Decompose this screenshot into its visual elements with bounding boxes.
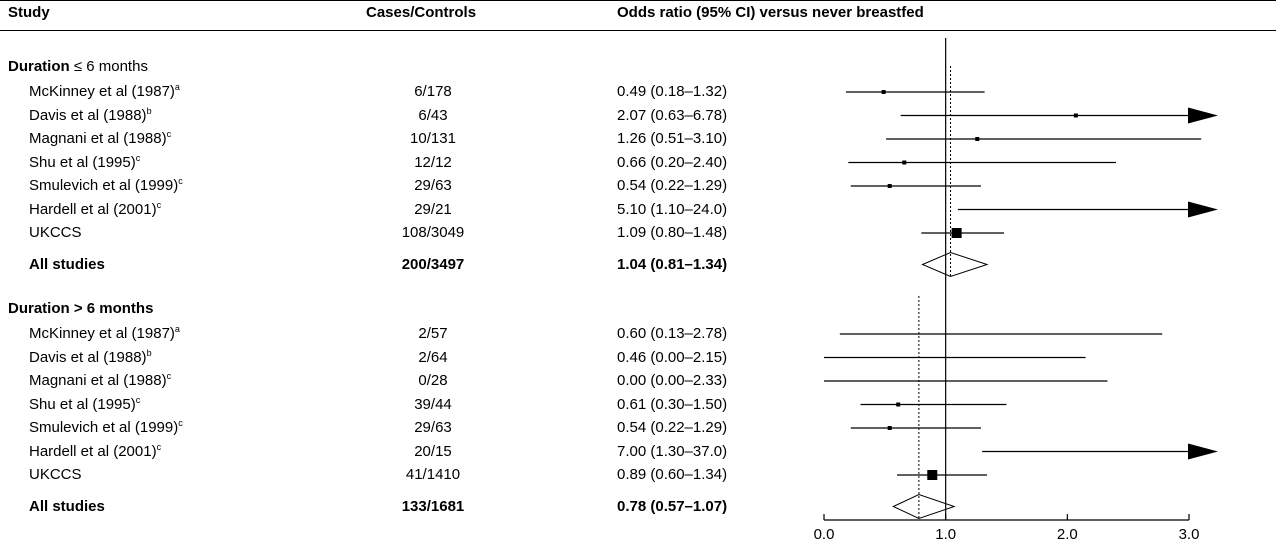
study-name: Smulevich et al (1999)c xyxy=(29,176,183,195)
group-label-text: Duration xyxy=(8,58,70,75)
x-tick-label: 0.0 xyxy=(814,526,835,543)
group-label: Duration > 6 months xyxy=(8,300,153,318)
cases-controls: 6/178 xyxy=(414,83,452,100)
study-name: Smulevich et al (1999)c xyxy=(29,418,183,437)
cases-controls: 10/131 xyxy=(410,130,456,147)
x-tick-label: 2.0 xyxy=(1057,526,1078,543)
study-footnote: a xyxy=(174,324,180,334)
point-estimate xyxy=(927,470,938,480)
summary-diamond xyxy=(892,493,956,520)
study-name: Davis et al (1988)b xyxy=(29,347,152,366)
study-name: Shu et al (1995)c xyxy=(29,394,141,413)
odds-ratio-ci: 5.10 (1.10–24.0) xyxy=(617,200,728,218)
study-name: Hardell et al (2001)c xyxy=(29,441,162,460)
odds-ratio-ci: 0.46 (0.00–2.15) xyxy=(617,348,728,366)
summary-odds-ratio-ci: 1.04 (0.81–1.34) xyxy=(617,255,728,273)
header-rule xyxy=(0,30,1276,31)
study-name: Shu et al (1995)c xyxy=(29,152,141,171)
summary-cases-controls: 200/3497 xyxy=(401,255,465,273)
summary-cases-controls: 133/1681 xyxy=(401,497,465,515)
group-label-range: ≤ 6 months xyxy=(73,58,148,75)
study-footnote: c xyxy=(166,129,172,139)
cases-controls: 6/43 xyxy=(418,106,448,124)
odds-ratio-ci: 0.54 (0.22–1.29) xyxy=(617,419,728,436)
cases-controls: 2/64 xyxy=(418,348,448,366)
group-label: Duration ≤ 6 months xyxy=(8,58,148,76)
study-name: Magnani et al (1988)c xyxy=(29,129,172,148)
cases-controls: 41/1410 xyxy=(405,466,461,483)
study-footnote: c xyxy=(135,394,141,405)
odds-ratio-ci: 7.00 (1.30–37.0) xyxy=(617,442,728,460)
point-estimate xyxy=(975,137,980,141)
cases-controls: 2/57 xyxy=(418,325,448,342)
point-estimate xyxy=(887,184,892,188)
header-odds-ratio: Odds ratio (95% CI) versus never breastf… xyxy=(617,4,924,21)
odds-ratio-ci: 0.54 (0.22–1.29) xyxy=(617,177,728,194)
study-name: McKinney et al (1987)a xyxy=(29,82,180,101)
cases-controls: 29/63 xyxy=(414,177,452,194)
summary-label: All studies xyxy=(29,497,105,515)
odds-ratio-ci: 1.09 (0.80–1.48) xyxy=(617,224,728,241)
study-footnote: c xyxy=(135,152,141,163)
odds-ratio-ci: 0.49 (0.18–1.32) xyxy=(617,83,728,100)
cases-controls: 20/15 xyxy=(414,442,452,460)
x-tick-label: 1.0 xyxy=(935,526,956,543)
point-estimate xyxy=(951,228,962,238)
study-footnote: c xyxy=(156,199,162,210)
cases-controls: 108/3049 xyxy=(401,224,465,241)
study-name: Magnani et al (1988)c xyxy=(29,371,172,390)
point-estimate xyxy=(881,90,886,94)
odds-ratio-ci: 0.89 (0.60–1.34) xyxy=(617,466,728,483)
odds-ratio-ci: 0.60 (0.13–2.78) xyxy=(617,325,728,342)
study-footnote: a xyxy=(174,82,180,92)
point-estimate xyxy=(902,160,907,165)
odds-ratio-ci: 0.61 (0.30–1.50) xyxy=(617,395,728,413)
header-study: Study xyxy=(8,4,50,21)
study-name: UKCCS xyxy=(29,224,82,241)
odds-ratio-ci: 0.00 (0.00–2.33) xyxy=(617,372,728,389)
ci-arrow-head xyxy=(1188,201,1218,218)
cases-controls: 39/44 xyxy=(414,395,452,413)
ci-arrow-head xyxy=(1188,443,1218,460)
cases-controls: 29/21 xyxy=(414,200,452,218)
study-footnote: c xyxy=(166,371,172,381)
point-estimate xyxy=(896,402,901,407)
summary-label: All studies xyxy=(29,255,105,273)
cases-controls: 29/63 xyxy=(414,419,452,436)
summary-diamond xyxy=(921,251,989,278)
study-footnote: c xyxy=(178,176,183,186)
study-name: Davis et al (1988)b xyxy=(29,105,152,124)
study-footnote: c xyxy=(156,441,162,452)
ci-arrow-head xyxy=(1188,107,1218,124)
odds-ratio-ci: 2.07 (0.63–6.78) xyxy=(617,106,728,124)
summary-odds-ratio-ci: 0.78 (0.57–1.07) xyxy=(617,497,728,515)
top-rule xyxy=(0,0,1276,1)
odds-ratio-ci: 0.66 (0.20–2.40) xyxy=(617,153,728,171)
odds-ratio-ci: 1.26 (0.51–3.10) xyxy=(617,130,728,147)
group-label-text: Duration > 6 months xyxy=(8,300,154,317)
study-name: Hardell et al (2001)c xyxy=(29,199,162,218)
header-cases-controls: Cases/Controls xyxy=(366,4,477,21)
study-name: McKinney et al (1987)a xyxy=(29,324,180,343)
study-footnote: b xyxy=(146,105,152,116)
x-tick-label: 3.0 xyxy=(1179,526,1200,543)
point-estimate xyxy=(887,426,892,430)
study-footnote: c xyxy=(178,418,183,428)
point-estimate xyxy=(1073,113,1078,118)
study-footnote: b xyxy=(146,347,152,358)
study-name: UKCCS xyxy=(29,466,82,483)
cases-controls: 12/12 xyxy=(414,153,452,171)
cases-controls: 0/28 xyxy=(418,372,448,389)
